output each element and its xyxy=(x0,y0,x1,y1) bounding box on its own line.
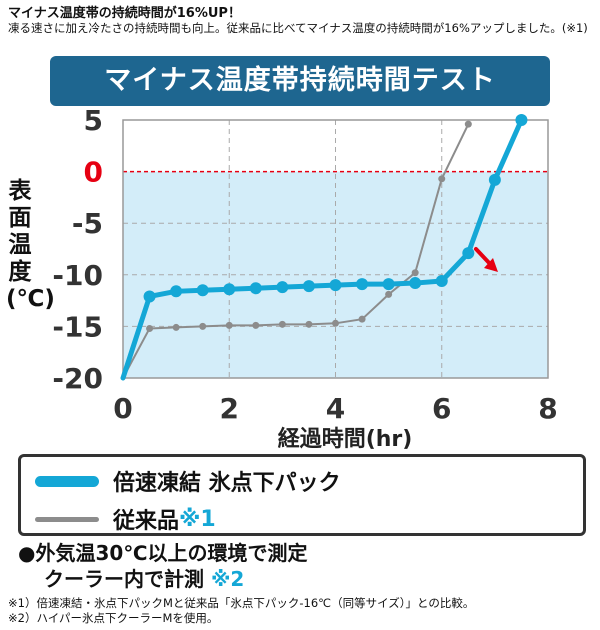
data-point-fast-freeze xyxy=(329,279,342,292)
data-point-fast-freeze xyxy=(276,281,289,294)
data-point-fast-freeze xyxy=(356,278,369,291)
y-tick-label: 0 xyxy=(84,156,103,189)
legend-label-1: 倍速凍結 氷点下パック xyxy=(113,471,341,496)
data-point-conventional xyxy=(358,315,366,323)
frame-layer xyxy=(122,119,549,379)
legend-label-2: 従来品 xyxy=(113,509,180,534)
data-point-conventional xyxy=(278,320,286,328)
data-point-fast-freeze xyxy=(435,274,448,287)
data-point-fast-freeze xyxy=(170,285,183,298)
y-tick-label: -15 xyxy=(52,310,103,343)
condition-line-1: ●外気温30℃以上の環境で測定 xyxy=(18,541,308,565)
x-tick-label: 0 xyxy=(113,392,132,425)
data-point-conventional xyxy=(305,320,313,328)
data-point-conventional xyxy=(411,269,419,277)
data-point-fast-freeze xyxy=(515,114,528,126)
plot-frame xyxy=(122,119,549,379)
x-tick-label: 6 xyxy=(432,392,451,425)
data-point-fast-freeze xyxy=(302,280,315,293)
arrow-layer xyxy=(474,247,498,272)
data-point-conventional xyxy=(199,322,207,330)
data-point-conventional xyxy=(146,324,154,332)
x-tick-label: 2 xyxy=(220,392,239,425)
data-point-conventional xyxy=(385,290,393,298)
data-point-fast-freeze xyxy=(143,290,156,303)
footnote-1: ※1）倍速凍結・氷点下パックMと従来品「氷点下パック-16℃（同等サイズ）」との… xyxy=(8,596,475,610)
series-line-conventional xyxy=(122,123,470,379)
y-tick-label: -10 xyxy=(52,259,103,292)
data-point-fast-freeze xyxy=(196,284,209,297)
data-point-fast-freeze xyxy=(409,277,422,290)
data-point-fast-freeze xyxy=(462,247,475,260)
series-line-fast-freeze xyxy=(120,117,524,381)
highlight-arrow-head xyxy=(484,258,498,272)
data-point-fast-freeze xyxy=(249,282,262,295)
chart-plot: 5 0 -5 -10 -15 -20 0 2 4 6 8 経過時間(hr) xyxy=(52,106,557,452)
y-tick-label: -5 xyxy=(72,207,103,240)
footnotes: ※1）倍速凍結・氷点下パックMと従来品「氷点下パック-16℃（同等サイズ）」との… xyxy=(8,596,474,626)
condition-note-2: ※2 xyxy=(210,567,245,591)
data-point-conventional xyxy=(172,323,180,331)
x-tick-label: 8 xyxy=(538,392,557,425)
test-conditions: ●外気温30℃以上の環境で測定 クーラー内で計測 ※2 xyxy=(18,540,308,592)
data-point-conventional xyxy=(438,175,446,183)
headline: マイナス温度帯の持続時間が16%UP！ xyxy=(8,6,241,21)
chart-title: マイナス温度帯持続時間テスト xyxy=(50,56,550,106)
y-tick-label: 5 xyxy=(84,106,103,137)
data-point-fast-freeze xyxy=(223,283,236,296)
description: 凍る速さに加え冷たさの持続時間も向上。従来品に比べてマイナス温度の持続時間が16… xyxy=(8,21,588,35)
legend-item-fast-freeze: 倍速凍結 氷点下パック xyxy=(35,465,341,497)
data-point-conventional xyxy=(464,120,472,128)
legend-swatch-blue xyxy=(35,475,99,487)
legend-swatch-gray xyxy=(35,516,99,522)
data-point-conventional xyxy=(252,321,260,329)
data-point-fast-freeze xyxy=(382,278,395,291)
tick-layer: 5 0 -5 -10 -15 -20 0 2 4 6 8 経過時間(hr) xyxy=(52,106,557,452)
condition-line-2: クーラー内で計測 ※2 xyxy=(18,566,308,592)
data-point-conventional xyxy=(332,319,339,327)
data-point-fast-freeze xyxy=(488,173,501,186)
footnote-2: ※2）ハイパー氷点下クーラーMを使用。 xyxy=(8,611,219,625)
series-layer xyxy=(120,114,528,381)
x-tick-label: 4 xyxy=(326,392,345,425)
condition-line-2-text: クーラー内で計測 xyxy=(44,567,204,591)
legend: 倍速凍結 氷点下パック 従来品 ※1 xyxy=(18,454,586,536)
data-point-conventional xyxy=(225,321,233,329)
legend-item-conventional: 従来品 ※1 xyxy=(35,503,216,535)
legend-note-1: ※1 xyxy=(179,506,216,532)
x-axis-label: 経過時間(hr) xyxy=(278,426,413,452)
y-tick-label: -20 xyxy=(52,362,103,395)
